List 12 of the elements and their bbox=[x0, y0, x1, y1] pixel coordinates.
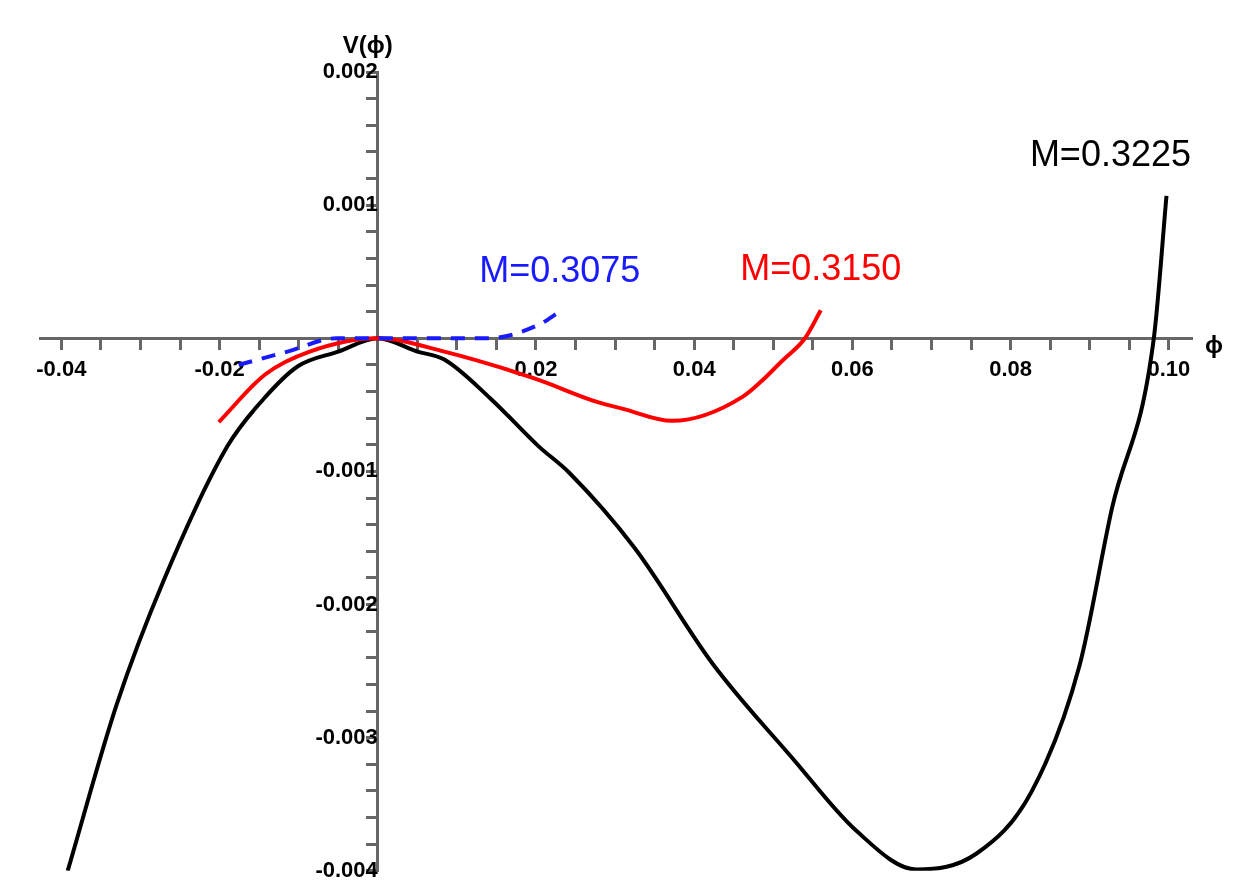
series-label: M=0.3150 bbox=[740, 247, 902, 289]
x-axis-title: ϕ bbox=[1205, 330, 1223, 358]
series-label: M=0.3075 bbox=[479, 248, 641, 290]
series-label: M=0.3225 bbox=[1029, 132, 1191, 174]
x-tick-label: 0.04 bbox=[672, 355, 717, 381]
x-tick-label: 0.08 bbox=[989, 355, 1033, 381]
y-tick-label: 0.002 bbox=[322, 58, 378, 84]
x-tick-label: 0.06 bbox=[831, 355, 874, 381]
y-axis-title: V(ϕ) bbox=[342, 30, 393, 58]
y-tick-label: -0.004 bbox=[315, 856, 379, 882]
x-tick-label: -0.02 bbox=[194, 355, 245, 381]
x-tick-label: -0.04 bbox=[36, 355, 88, 381]
